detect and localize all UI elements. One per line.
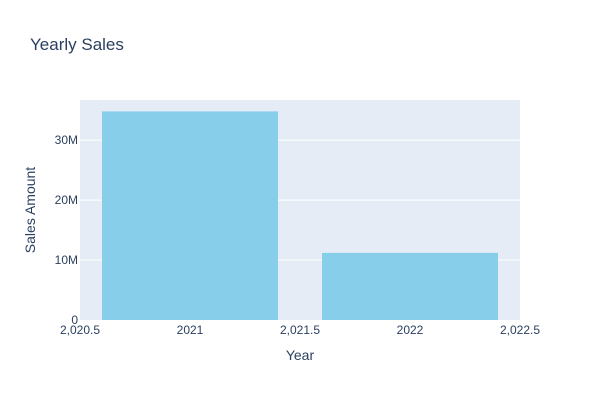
bar-2021 xyxy=(102,111,278,320)
x-tick-label: 2,021.5 xyxy=(280,323,320,337)
y-tick-labels: 0 10M 20M 30M xyxy=(55,133,79,327)
x-tick-label: 2021 xyxy=(177,323,204,337)
y-tick-label: 20M xyxy=(55,193,78,207)
y-tick-label: 0 xyxy=(71,313,78,327)
y-axis-title: Sales Amount xyxy=(22,167,38,253)
x-axis-title: Year xyxy=(286,347,315,363)
bar-2022 xyxy=(322,252,498,320)
x-tick-labels: 2,020.5 2021 2,021.5 2022 2,022.5 xyxy=(60,323,540,337)
bars xyxy=(102,111,498,320)
y-tick-label: 30M xyxy=(55,133,78,147)
x-tick-label: 2022 xyxy=(397,323,424,337)
x-tick-label: 2,020.5 xyxy=(60,323,100,337)
chart-title: Yearly Sales xyxy=(30,35,124,54)
x-tick-label: 2,022.5 xyxy=(500,323,540,337)
y-tick-label: 10M xyxy=(55,253,78,267)
